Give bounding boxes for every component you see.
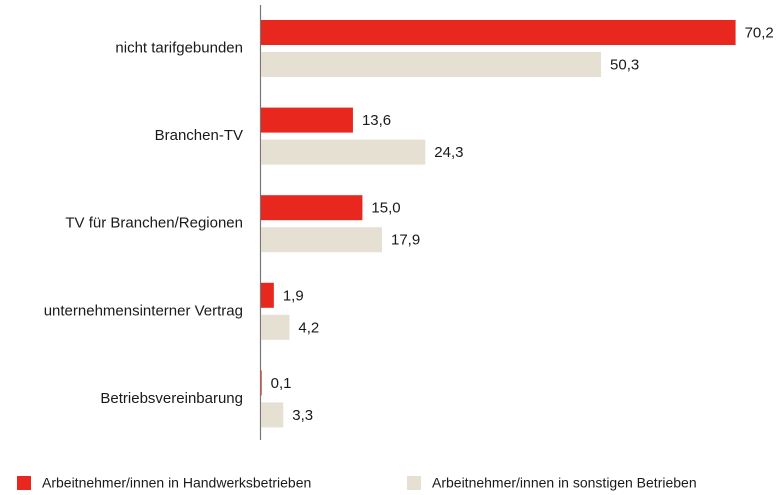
legend-label: Arbeitnehmer/innen in sonstigen Betriebe… <box>432 475 697 491</box>
value-label: 1,9 <box>283 287 304 304</box>
value-label: 17,9 <box>391 232 420 249</box>
value-label: 24,3 <box>434 144 463 161</box>
bar <box>261 370 262 396</box>
category-label: Betriebsvereinbarung <box>100 390 243 407</box>
category-label: unternehmensinterner Vertrag <box>44 302 243 319</box>
bar <box>261 402 284 428</box>
bar <box>261 195 363 221</box>
value-label: 50,3 <box>610 56 639 73</box>
bar <box>261 314 290 340</box>
legend-label: Arbeitnehmer/innen in Handwerksbetrieben <box>42 475 311 491</box>
legend-swatch <box>407 476 421 490</box>
bar <box>261 227 383 253</box>
bar <box>261 107 353 133</box>
value-label: 13,6 <box>362 112 391 129</box>
bar <box>261 139 426 165</box>
legend-swatch <box>17 476 31 490</box>
value-label: 70,2 <box>745 24 774 41</box>
category-label: TV für Branchen/Regionen <box>65 215 243 232</box>
value-label: 15,0 <box>371 200 400 217</box>
value-label: 3,3 <box>292 407 313 424</box>
bar <box>261 20 736 45</box>
bar <box>261 52 602 77</box>
value-label: 4,2 <box>298 319 319 336</box>
value-label: 0,1 <box>271 375 292 392</box>
category-label: nicht tarifgebunden <box>115 39 243 56</box>
bar <box>261 282 274 308</box>
category-label: Branchen-TV <box>155 127 243 144</box>
